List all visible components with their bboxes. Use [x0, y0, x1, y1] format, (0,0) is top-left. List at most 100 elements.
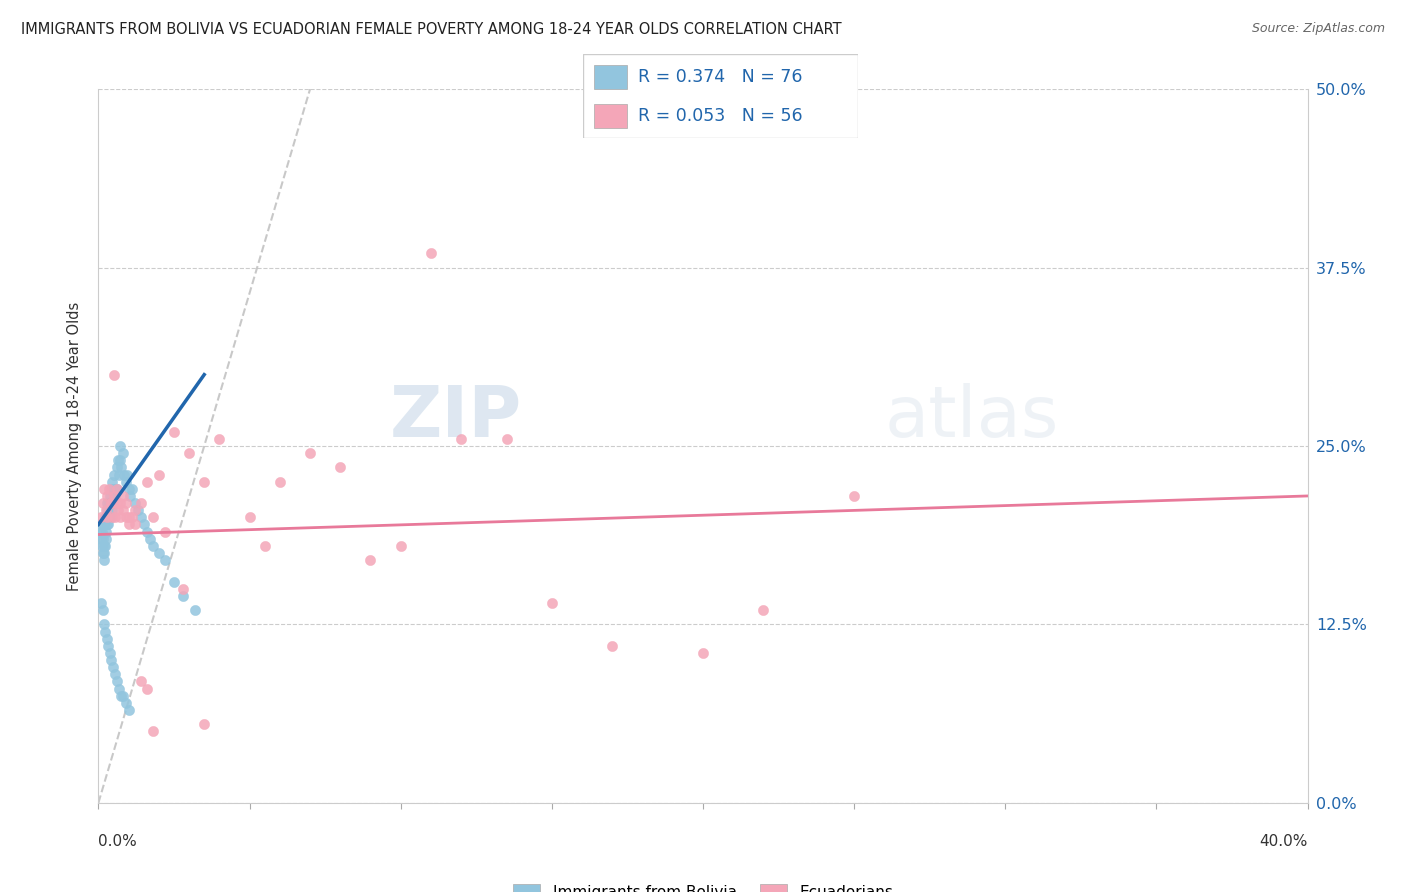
- Text: IMMIGRANTS FROM BOLIVIA VS ECUADORIAN FEMALE POVERTY AMONG 18-24 YEAR OLDS CORRE: IMMIGRANTS FROM BOLIVIA VS ECUADORIAN FE…: [21, 22, 842, 37]
- Point: [752, 603, 775, 617]
- Point: [96, 503, 118, 517]
- Point: [93, 539, 115, 553]
- Point: [172, 589, 194, 603]
- Point: [108, 439, 131, 453]
- Point: [129, 674, 152, 689]
- Point: [124, 517, 146, 532]
- Point: [100, 482, 122, 496]
- Point: [100, 653, 122, 667]
- Point: [153, 524, 176, 539]
- Point: [111, 503, 134, 517]
- Point: [239, 510, 262, 524]
- Point: [94, 524, 117, 539]
- Text: atlas: atlas: [884, 383, 1059, 452]
- Point: [110, 689, 132, 703]
- Point: [97, 639, 120, 653]
- Point: [269, 475, 291, 489]
- Point: [98, 489, 121, 503]
- Point: [193, 475, 215, 489]
- Point: [163, 425, 186, 439]
- Point: [90, 517, 112, 532]
- Point: [184, 603, 207, 617]
- Point: [94, 532, 117, 546]
- Point: [94, 503, 117, 517]
- Point: [121, 510, 143, 524]
- Point: [93, 517, 115, 532]
- Point: [114, 496, 136, 510]
- Point: [495, 432, 517, 446]
- Point: [360, 553, 382, 567]
- Point: [602, 639, 624, 653]
- Point: [193, 717, 215, 731]
- Point: [90, 532, 112, 546]
- Point: [692, 646, 714, 660]
- Y-axis label: Female Poverty Among 18-24 Year Olds: Female Poverty Among 18-24 Year Olds: [67, 301, 83, 591]
- Point: [93, 482, 115, 496]
- Point: [111, 489, 134, 503]
- Text: R = 0.374   N = 76: R = 0.374 N = 76: [638, 69, 803, 87]
- Point: [420, 246, 443, 260]
- Point: [114, 510, 136, 524]
- Point: [104, 667, 127, 681]
- Point: [541, 596, 564, 610]
- Point: [179, 446, 201, 460]
- Point: [135, 475, 157, 489]
- Point: [329, 460, 352, 475]
- Point: [172, 582, 194, 596]
- Point: [101, 660, 124, 674]
- Point: [124, 503, 146, 517]
- Point: [91, 539, 114, 553]
- Point: [104, 510, 127, 524]
- Point: [91, 496, 114, 510]
- Text: ZIP: ZIP: [389, 383, 522, 452]
- Point: [93, 553, 115, 567]
- Point: [107, 503, 129, 517]
- Point: [91, 524, 114, 539]
- Point: [153, 553, 176, 567]
- Point: [100, 510, 122, 524]
- Legend: Immigrants from Bolivia, Ecuadorians: Immigrants from Bolivia, Ecuadorians: [506, 878, 900, 892]
- Point: [132, 517, 155, 532]
- Point: [112, 467, 135, 482]
- Point: [98, 482, 121, 496]
- Point: [114, 696, 136, 710]
- Point: [103, 368, 125, 382]
- Point: [101, 503, 124, 517]
- Point: [101, 510, 124, 524]
- Point: [107, 482, 129, 496]
- Point: [96, 489, 118, 503]
- Point: [96, 510, 118, 524]
- Bar: [595, 65, 627, 89]
- Point: [148, 546, 170, 560]
- Point: [104, 489, 127, 503]
- Point: [114, 475, 136, 489]
- Point: [299, 446, 322, 460]
- Point: [120, 489, 142, 503]
- Point: [98, 496, 121, 510]
- Point: [100, 496, 122, 510]
- Point: [91, 532, 114, 546]
- Point: [90, 510, 112, 524]
- Point: [118, 482, 141, 496]
- Point: [115, 467, 138, 482]
- Point: [142, 724, 165, 739]
- Point: [91, 546, 114, 560]
- Point: [101, 496, 124, 510]
- Point: [108, 510, 131, 524]
- Point: [101, 475, 124, 489]
- Point: [108, 453, 131, 467]
- Point: [112, 689, 135, 703]
- Point: [94, 624, 117, 639]
- Point: [96, 632, 118, 646]
- Point: [111, 446, 134, 460]
- Point: [450, 432, 472, 446]
- Point: [844, 489, 866, 503]
- Text: Source: ZipAtlas.com: Source: ZipAtlas.com: [1251, 22, 1385, 36]
- Point: [118, 703, 141, 717]
- Point: [103, 467, 125, 482]
- Point: [127, 503, 149, 517]
- Point: [107, 453, 129, 467]
- Point: [108, 496, 131, 510]
- Point: [389, 539, 412, 553]
- Point: [96, 510, 118, 524]
